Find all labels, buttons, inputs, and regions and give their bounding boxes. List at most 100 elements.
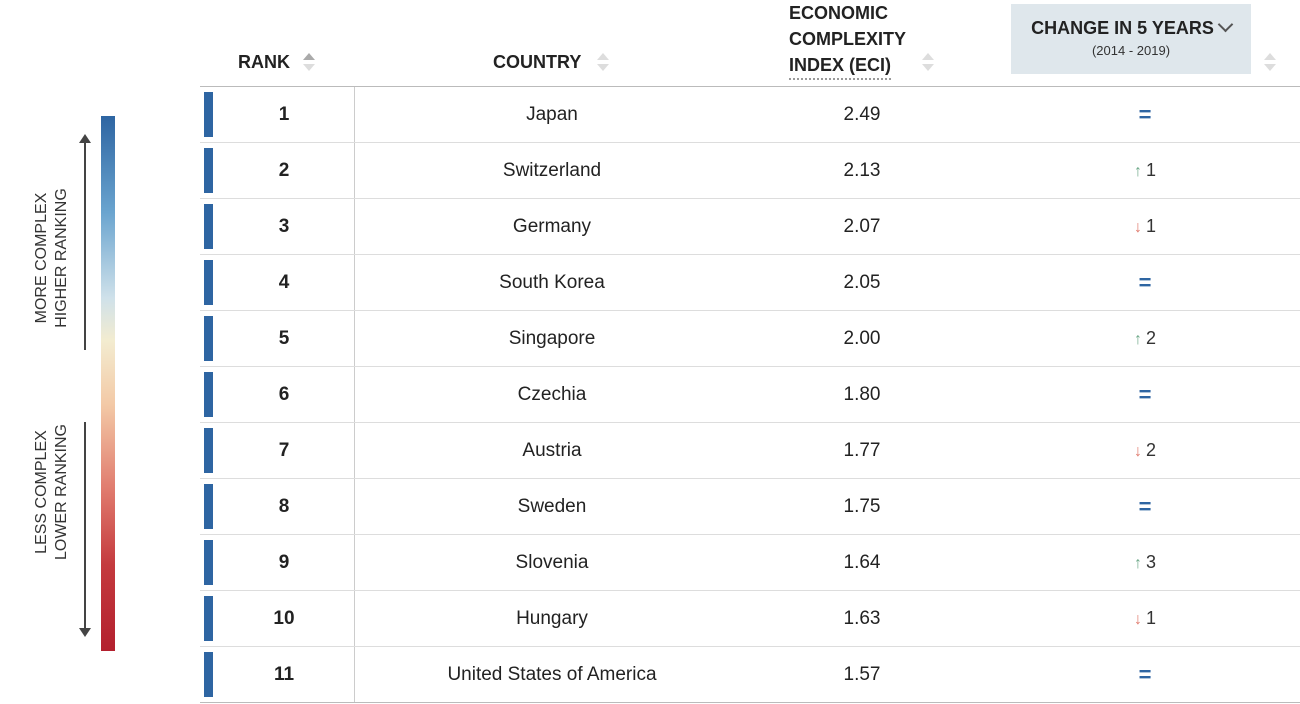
table-row[interactable]: 10 Hungary 1.63 ↓ 1 (200, 591, 1300, 647)
rank-cell: 8 (214, 479, 355, 534)
eci-ranking-table: RANK COUNTRY ECONOMIC COMPLEXITY INDEX (… (200, 0, 1300, 703)
eci-cell: 1.57 (843, 664, 881, 685)
arrow-up-icon (79, 134, 91, 143)
arrow-down-icon (79, 628, 91, 637)
country-cell[interactable]: Japan (526, 104, 578, 125)
rank-header-label: RANK (238, 52, 290, 72)
rank-color-bar (204, 652, 213, 697)
rank-column-header[interactable]: RANK (238, 52, 290, 73)
country-cell[interactable]: Hungary (516, 608, 588, 629)
change-cell: = (1045, 255, 1245, 310)
rank-cell: 5 (214, 311, 355, 366)
country-cell[interactable]: Singapore (508, 328, 596, 349)
legend-more-line1: MORE COMPLEX (33, 192, 50, 324)
change-header-period: (2014 - 2019) (1091, 43, 1171, 58)
eci-column-header[interactable]: ECONOMIC COMPLEXITY INDEX (ECI) (789, 0, 906, 80)
table-header: RANK COUNTRY ECONOMIC COMPLEXITY INDEX (… (200, 0, 1300, 87)
change-cell: = (1045, 87, 1245, 142)
rank-cell: 1 (214, 87, 355, 142)
eci-cell: 1.75 (843, 496, 881, 517)
change-header-title: CHANGE IN 5 YEARS (1031, 18, 1214, 38)
table-row[interactable]: 3 Germany 2.07 ↓ 1 (200, 199, 1300, 255)
change-value: 2 (1145, 328, 1156, 348)
eci-cell: 2.07 (843, 216, 881, 237)
rank-cell: 6 (214, 367, 355, 422)
country-cell[interactable]: Austria (522, 440, 582, 461)
rank-cell: 10 (214, 591, 355, 646)
change-sort-down-icon[interactable] (1264, 64, 1276, 71)
eci-sort-up-icon[interactable] (922, 53, 934, 60)
table-row[interactable]: 6 Czechia 1.80 = (200, 367, 1300, 423)
arrow-down-icon: ↓ (1133, 219, 1142, 236)
eci-cell: 1.80 (843, 384, 881, 405)
table-row[interactable]: 4 South Korea 2.05 = (200, 255, 1300, 311)
change-value: 1 (1145, 216, 1156, 236)
legend-less-line2: LOWER RANKING (53, 424, 70, 561)
country-column-header[interactable]: COUNTRY (493, 52, 581, 73)
rank-color-bar (204, 428, 213, 473)
ranking-legend: MORE COMPLEX HIGHER RANKING LESS COMPLEX… (20, 110, 130, 655)
rank-color-bar (204, 92, 213, 137)
table-row[interactable]: 11 United States of America 1.57 = (200, 647, 1300, 703)
table-row[interactable]: 5 Singapore 2.00 ↑ 2 (200, 311, 1300, 367)
change-cell: = (1045, 367, 1245, 422)
rank-color-bar (204, 372, 213, 417)
table-row[interactable]: 8 Sweden 1.75 = (200, 479, 1300, 535)
rank-cell: 11 (214, 647, 355, 702)
table-row[interactable]: 1 Japan 2.49 = (200, 87, 1300, 143)
country-cell[interactable]: Czechia (517, 384, 587, 405)
rank-cell: 7 (214, 423, 355, 478)
country-cell[interactable]: South Korea (499, 272, 605, 293)
arrow-up-icon: ↑ (1133, 163, 1142, 180)
change-cell: = (1045, 647, 1245, 702)
country-cell[interactable]: Sweden (517, 496, 587, 517)
eci-cell: 2.00 (843, 328, 881, 349)
eci-header-line1: ECONOMIC (789, 3, 888, 23)
change-cell: ↑ 1 (1045, 143, 1245, 198)
eci-cell: 2.05 (843, 272, 881, 293)
rank-sort-down-icon[interactable] (303, 64, 315, 71)
table-row[interactable]: 7 Austria 1.77 ↓ 2 (200, 423, 1300, 479)
country-cell[interactable]: Switzerland (502, 160, 602, 181)
rank-cell: 9 (214, 535, 355, 590)
rank-color-bar (204, 148, 213, 193)
change-value: 2 (1145, 440, 1156, 460)
rank-sort-up-icon[interactable] (303, 53, 315, 60)
change-sort-up-icon[interactable] (1264, 53, 1276, 60)
legend-more-line2: HIGHER RANKING (53, 188, 70, 328)
rank-color-bar (204, 540, 213, 585)
change-value: 1 (1145, 608, 1156, 628)
no-change-icon: = (1138, 102, 1152, 127)
country-cell[interactable]: United States of America (447, 664, 657, 685)
table-row[interactable]: 2 Switzerland 2.13 ↑ 1 (200, 143, 1300, 199)
chevron-down-icon[interactable] (1217, 16, 1234, 33)
eci-sort-down-icon[interactable] (922, 64, 934, 71)
country-cell[interactable]: Germany (512, 216, 592, 237)
no-change-icon: = (1138, 662, 1152, 687)
country-sort-down-icon[interactable] (597, 64, 609, 71)
change-cell: ↓ 2 (1045, 423, 1245, 478)
arrow-up-line (84, 140, 86, 350)
eci-header-line2: COMPLEXITY (789, 29, 907, 49)
rank-color-bar (204, 204, 213, 249)
arrow-up-icon: ↑ (1133, 331, 1142, 348)
arrow-down-icon: ↓ (1133, 443, 1142, 460)
rank-cell: 2 (214, 143, 355, 198)
arrow-down-icon: ↓ (1133, 611, 1142, 628)
eci-cell: 2.13 (843, 160, 881, 181)
change-cell: ↑ 2 (1045, 311, 1245, 366)
complexity-color-scale (101, 116, 115, 651)
rank-color-bar (204, 316, 213, 361)
change-column-header[interactable]: CHANGE IN 5 YEARS (2014 - 2019) (1011, 4, 1251, 74)
eci-cell: 1.77 (843, 440, 881, 461)
eci-cell: 1.63 (843, 608, 881, 629)
arrow-up-icon: ↑ (1133, 555, 1142, 572)
table-row[interactable]: 9 Slovenia 1.64 ↑ 3 (200, 535, 1300, 591)
rank-cell: 4 (214, 255, 355, 310)
country-cell[interactable]: Slovenia (515, 552, 589, 573)
country-sort-up-icon[interactable] (597, 53, 609, 60)
no-change-icon: = (1138, 270, 1152, 295)
change-cell: ↓ 1 (1045, 199, 1245, 254)
change-cell: ↑ 3 (1045, 535, 1245, 590)
eci-cell: 1.64 (843, 552, 881, 573)
